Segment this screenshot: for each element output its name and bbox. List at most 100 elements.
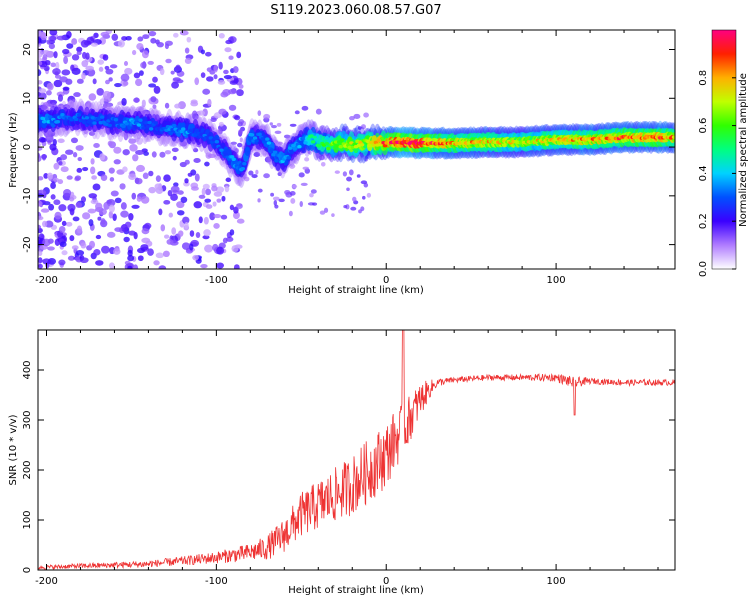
spectrogram-noise-cell [113, 248, 121, 255]
spectrogram-noise-cell [38, 263, 43, 269]
spectrogram-noise-cell [353, 113, 361, 119]
spectrogram-noise-cell [302, 166, 309, 170]
spectrogram-noise-cell [258, 125, 266, 130]
spectrogram-noise-cell [216, 246, 225, 255]
spectrogram-noise-cell [48, 43, 55, 50]
spectrogram-noise-cell [79, 257, 89, 264]
spectrogram-noise-cell [61, 250, 68, 256]
spectrogram-noise-cell [239, 137, 243, 143]
spectrogram-ridge-cell [193, 133, 198, 137]
spectrogram-ridge-cell [87, 118, 93, 123]
spectrogram-noise-cell [71, 245, 79, 250]
spectrogram-noise-cell [114, 197, 122, 204]
spectrogram-noise-cell [155, 252, 164, 259]
spectrogram-ridge-cell [55, 120, 61, 124]
spectrogram-noise-cell [135, 106, 144, 112]
spectrogram-noise-cell [298, 172, 305, 178]
spectrogram-noise-cell [156, 41, 164, 48]
spectrogram-noise-cell [299, 201, 303, 207]
snr-axes: -200 -100 0 100 0 100 200 300 400 [22, 330, 675, 587]
spectrogram-noise-cell [131, 192, 137, 200]
spectrogram-noise-cell [128, 212, 134, 221]
spectrogram-noise-cell [100, 218, 106, 225]
spectrogram-noise-cell [102, 54, 109, 61]
spectrogram-noise-cell [192, 254, 199, 261]
spectrogram-noise-cell [274, 130, 282, 134]
spectrogram-noise-cell [136, 137, 143, 145]
spectrogram-noise-cell [91, 175, 98, 180]
spectrogram-xlabel: Height of straight line (km) [288, 285, 424, 296]
spectrogram-noise-cell [334, 170, 340, 174]
spectrogram-ridge-cell [324, 142, 330, 146]
spectrogram-ridge-cell [48, 115, 53, 119]
spectrogram-noise-cell [132, 50, 137, 56]
spectrogram-noise-cell [186, 36, 192, 43]
spectrogram-ridge-cell [194, 128, 200, 133]
spectrogram-noise-cell [70, 64, 75, 72]
spectrogram-noise-cell [131, 204, 140, 209]
spectrogram-noise-cell [38, 80, 43, 85]
spectrogram-noise-cell [107, 140, 113, 147]
spectrogram-noise-cell [142, 34, 150, 40]
spectrogram-noise-cell [172, 155, 177, 161]
spectrogram-noise-cell [248, 170, 254, 176]
spectrogram-noise-cell [366, 192, 372, 198]
spectrogram-noise-cell [204, 198, 212, 203]
spectrogram-noise-cell [99, 153, 106, 161]
spectrogram-noise-cell [82, 51, 87, 59]
spectrogram-noise-cell [203, 229, 211, 237]
spectrogram-noise-cell [311, 202, 318, 206]
spectrogram-noise-cell [123, 60, 129, 67]
spectrogram-noise-cell [318, 154, 325, 161]
spectrogram-noise-cell [151, 151, 157, 158]
spectrogram-noise-cell [178, 230, 184, 237]
spectrogram-noise-cell [236, 51, 242, 59]
spectrogram-noise-cell [168, 212, 174, 218]
spectrogram-noise-cell [147, 60, 154, 65]
spectrogram-noise-cell [218, 127, 223, 135]
spectrogram-noise-cell [262, 153, 267, 157]
spectrogram-noise-cell [200, 72, 206, 78]
spectrogram-noise-cell [184, 159, 190, 165]
spectrogram-noise-cell [106, 231, 116, 238]
spectrogram-noise-cell [66, 175, 73, 180]
spectrogram-noise-cell [201, 187, 206, 196]
spectrogram-noise-cell [62, 48, 70, 55]
spectrogram-noise-cell [138, 70, 144, 76]
x-tick-label: 0 [383, 576, 389, 587]
spectrogram-ridge-cell [272, 150, 278, 154]
y-tick-label: 300 [22, 410, 33, 429]
spectrogram-noise-cell [132, 154, 139, 162]
x-tick-label: -200 [35, 576, 58, 587]
spectrogram-noise-cell [127, 249, 133, 257]
y-tick-label: 100 [22, 510, 33, 529]
spectrogram-noise-cell [52, 68, 61, 76]
spectrogram-noise-cell [98, 66, 104, 72]
colorbar-tick-label: 0.0 [698, 261, 709, 277]
spectrogram-noise-cell [176, 201, 185, 209]
spectrogram-noise-cell [159, 68, 165, 76]
spectrogram-noise-cell [253, 151, 261, 158]
spectrogram-noise-cell [42, 258, 51, 265]
spectrogram-noise-cell [301, 105, 309, 111]
colorbar-label: Normalized spectral amplitude [738, 73, 749, 227]
spectrogram-ridge-cell [179, 129, 184, 134]
spectrogram-noise-cell [189, 243, 194, 251]
y-tick-label: -10 [22, 188, 33, 204]
spectrogram-noise-cell [270, 192, 275, 197]
spectrogram-noise-cell [38, 154, 42, 163]
spectrogram-ridge-cell [269, 148, 275, 152]
spectrogram-noise-cell [38, 61, 43, 66]
spectrogram-noise-cell [53, 177, 59, 182]
spectrogram-noise-cell [50, 62, 56, 68]
spectrogram-noise-cell [343, 205, 348, 209]
spectrogram-ridge-cell [323, 139, 328, 143]
spectrogram-noise-cell [72, 152, 78, 158]
spectrogram-noise-cell [227, 88, 237, 95]
spectrogram-noise-cell [304, 157, 310, 162]
spectrogram-noise-cell [92, 183, 101, 191]
spectrogram-noise-cell [55, 61, 60, 70]
spectrogram-heatmap [38, 30, 675, 269]
spectrogram-ridge-cell [369, 140, 374, 145]
